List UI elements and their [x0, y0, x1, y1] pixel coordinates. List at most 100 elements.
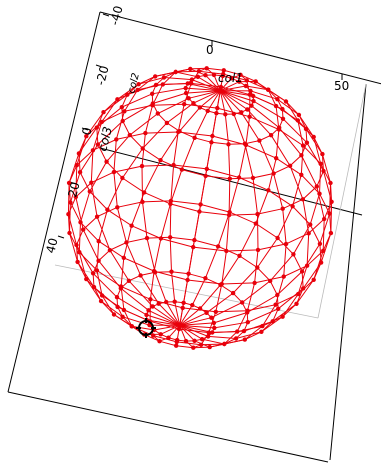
data-point[interactable]: [67, 230, 72, 236]
data-point[interactable]: [81, 227, 86, 232]
data-point[interactable]: [250, 175, 256, 181]
data-point[interactable]: [188, 66, 193, 72]
data-point[interactable]: [219, 281, 224, 287]
data-point[interactable]: [156, 301, 161, 306]
data-point[interactable]: [101, 110, 106, 115]
data-point[interactable]: [260, 323, 265, 329]
data-point[interactable]: [218, 84, 224, 90]
data-point[interactable]: [205, 334, 211, 339]
data-point[interactable]: [301, 286, 306, 291]
data-point[interactable]: [221, 68, 226, 73]
data-point[interactable]: [174, 339, 179, 345]
data-point[interactable]: [191, 345, 196, 350]
target-marker-icon[interactable]: [136, 318, 156, 338]
data-point[interactable]: [328, 180, 333, 186]
data-point[interactable]: [317, 241, 323, 246]
data-point[interactable]: [186, 96, 191, 101]
data-point[interactable]: [76, 151, 82, 156]
data-point[interactable]: [308, 222, 313, 227]
data-point[interactable]: [168, 201, 173, 207]
data-point[interactable]: [153, 82, 159, 88]
data-point[interactable]: [241, 328, 247, 334]
data-point[interactable]: [230, 290, 236, 296]
data-point[interactable]: [322, 216, 327, 222]
data-point[interactable]: [120, 314, 125, 319]
data-point[interactable]: [192, 135, 197, 140]
data-point[interactable]: [215, 105, 220, 111]
data-point[interactable]: [199, 337, 205, 342]
data-point[interactable]: [268, 278, 273, 284]
data-point[interactable]: [203, 276, 208, 281]
data-point[interactable]: [148, 297, 153, 302]
data-point[interactable]: [120, 118, 125, 124]
data-point[interactable]: [247, 92, 253, 97]
data-point[interactable]: [150, 304, 155, 309]
data-point[interactable]: [203, 73, 208, 78]
data-point[interactable]: [259, 329, 264, 334]
data-point[interactable]: [248, 88, 253, 94]
data-point[interactable]: [115, 97, 120, 102]
data-point[interactable]: [84, 134, 89, 139]
data-point[interactable]: [209, 315, 214, 320]
data-point[interactable]: [209, 140, 214, 145]
data-point[interactable]: [328, 230, 334, 236]
data-point[interactable]: [296, 112, 302, 118]
data-point[interactable]: [239, 110, 244, 115]
data-point[interactable]: [329, 199, 334, 204]
data-point[interactable]: [179, 167, 185, 172]
data-point[interactable]: [142, 190, 147, 195]
data-point[interactable]: [153, 74, 158, 79]
data-point[interactable]: [321, 248, 326, 253]
data-point[interactable]: [124, 240, 129, 245]
data-point[interactable]: [229, 76, 234, 81]
data-point[interactable]: [215, 244, 221, 249]
data-point[interactable]: [276, 306, 281, 311]
data-point[interactable]: [237, 253, 242, 258]
data-point[interactable]: [270, 319, 275, 324]
data-point[interactable]: [304, 140, 310, 145]
data-point[interactable]: [77, 250, 82, 255]
data-point[interactable]: [140, 199, 145, 205]
data-point[interactable]: [126, 278, 132, 283]
data-point[interactable]: [283, 99, 289, 104]
data-point[interactable]: [247, 114, 252, 119]
data-point[interactable]: [243, 83, 248, 89]
data-point[interactable]: [273, 302, 278, 307]
data-point[interactable]: [283, 241, 289, 247]
data-point[interactable]: [176, 326, 182, 332]
data-point[interactable]: [189, 77, 195, 82]
data-point[interactable]: [96, 258, 101, 263]
data-point[interactable]: [177, 129, 182, 134]
data-point[interactable]: [180, 305, 185, 311]
data-point[interactable]: [251, 98, 256, 104]
data-point[interactable]: [304, 263, 310, 268]
data-point[interactable]: [207, 344, 212, 350]
data-point[interactable]: [91, 284, 97, 290]
data-point[interactable]: [111, 169, 117, 175]
data-point[interactable]: [303, 126, 309, 132]
data-point[interactable]: [66, 212, 71, 217]
data-point[interactable]: [318, 161, 323, 166]
data-point[interactable]: [158, 236, 164, 241]
data-point[interactable]: [185, 277, 190, 283]
data-point[interactable]: [174, 343, 179, 348]
data-point[interactable]: [295, 118, 301, 123]
data-point[interactable]: [227, 176, 232, 181]
data-point[interactable]: [181, 300, 186, 305]
data-point[interactable]: [294, 301, 299, 306]
data-point[interactable]: [183, 85, 188, 91]
data-point[interactable]: [244, 78, 249, 83]
data-point[interactable]: [104, 159, 109, 164]
data-point[interactable]: [107, 248, 113, 253]
data-point[interactable]: [240, 300, 245, 305]
data-point[interactable]: [151, 268, 157, 274]
data-point[interactable]: [277, 125, 282, 130]
data-point[interactable]: [226, 212, 232, 218]
data-point[interactable]: [257, 138, 262, 143]
data-point[interactable]: [183, 338, 189, 344]
data-point[interactable]: [173, 69, 178, 75]
data-point[interactable]: [196, 69, 202, 74]
data-point[interactable]: [253, 221, 258, 226]
data-point[interactable]: [144, 312, 149, 318]
data-point[interactable]: [191, 244, 196, 250]
